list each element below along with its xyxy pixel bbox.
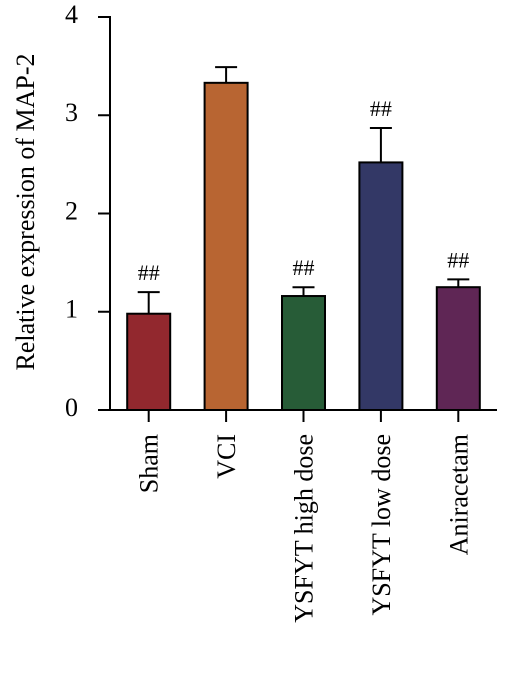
y-tick-label: 1 — [65, 295, 78, 324]
category-label: Sham — [135, 434, 164, 493]
y-axis: 0 1 2 3 4 — [65, 0, 111, 422]
category-label: VCI — [212, 434, 241, 479]
significance-label: ## — [447, 247, 469, 272]
category-label: YSFYT high dose — [290, 434, 319, 623]
bar — [358, 161, 404, 411]
bar — [435, 286, 481, 411]
y-tick-label: 4 — [65, 0, 78, 29]
category-label: YSFYT low dose — [367, 434, 396, 616]
y-axis-title: Relative expression of MAP-2 — [11, 53, 40, 370]
bar — [203, 81, 249, 411]
bars-group — [126, 81, 481, 411]
category-label: Aniracetam — [444, 434, 473, 555]
bar — [281, 295, 326, 411]
y-tick-label: 0 — [65, 393, 78, 422]
error-bars-group — [137, 66, 470, 314]
x-axis — [109, 409, 497, 422]
significance-labels-group: ## ## ## ## — [138, 96, 470, 285]
significance-label: ## — [138, 260, 160, 285]
y-tick-label: 2 — [65, 196, 78, 225]
significance-label: ## — [370, 96, 392, 121]
y-tick-label: 3 — [65, 98, 78, 127]
bar — [126, 312, 172, 411]
significance-label: ## — [293, 255, 315, 280]
category-labels-group: Sham VCI YSFYT high dose YSFYT low dose Anir… — [135, 434, 474, 623]
